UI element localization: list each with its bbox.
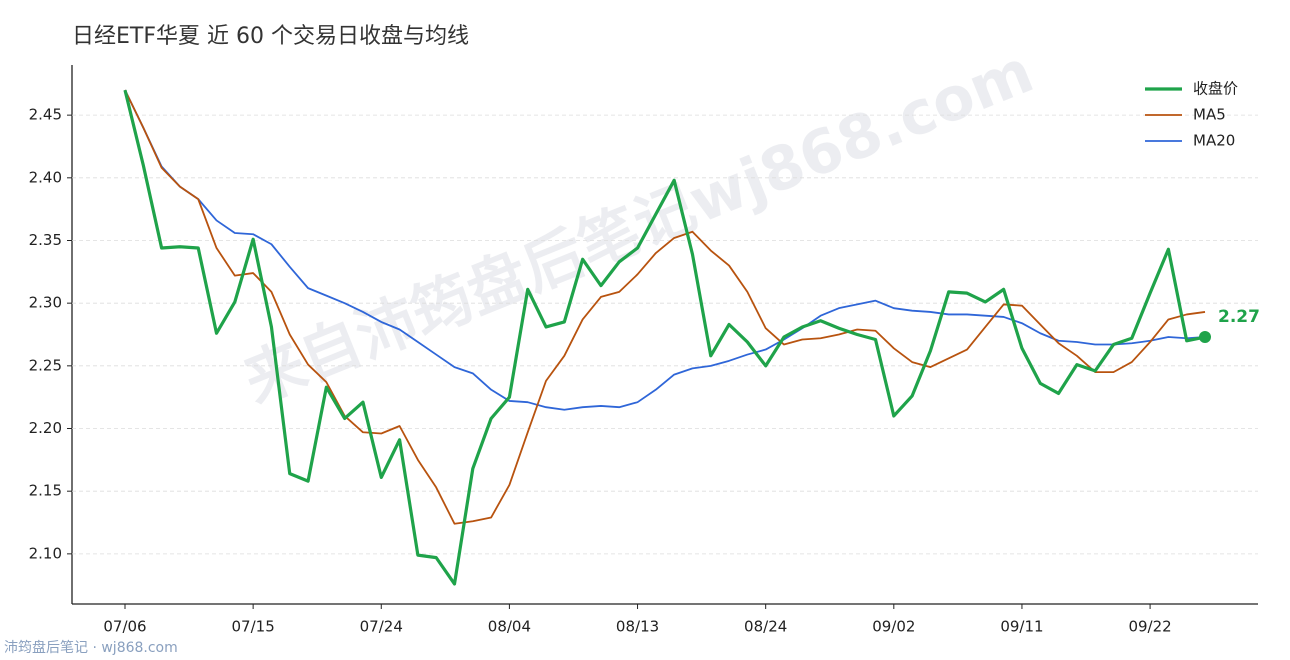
y-tick-label: 2.10 [29,544,62,562]
x-tick-label: 07/15 [232,618,275,636]
series-line [124,89,1206,525]
legend-label: 收盘价 [1193,80,1238,98]
y-tick-label: 2.15 [29,482,62,500]
x-tick-label: 09/22 [1128,618,1171,636]
series-line [124,89,1206,411]
y-tick-label: 2.40 [29,168,62,186]
y-tick-label: 2.20 [29,419,62,437]
legend-label: MA20 [1193,132,1235,150]
x-tick-label: 07/06 [103,618,146,636]
footer: 沛筠盘后笔记 · wj868.com [4,639,178,656]
x-tick-label: 09/02 [872,618,915,636]
watermark: 来自沛筠盘后笔记wj868.com [235,36,1043,417]
last-point [1199,331,1211,344]
y-tick-label: 2.35 [29,231,62,249]
y-tick-label: 2.25 [29,356,62,374]
series-line [123,89,1206,586]
value-label: 2.27 [1218,307,1260,327]
x-tick-label: 09/11 [1000,618,1043,636]
y-tick-label: 2.30 [29,294,62,312]
chart-title: 日经ETF华夏 近 60 个交易日收盘与均线 [72,24,469,49]
y-tick-label: 2.45 [29,106,62,124]
x-tick-label: 07/24 [360,618,403,636]
x-tick-label: 08/24 [744,618,787,636]
x-tick-label: 08/04 [488,618,531,636]
legend-label: MA5 [1193,106,1226,124]
x-tick-label: 08/13 [616,618,659,636]
